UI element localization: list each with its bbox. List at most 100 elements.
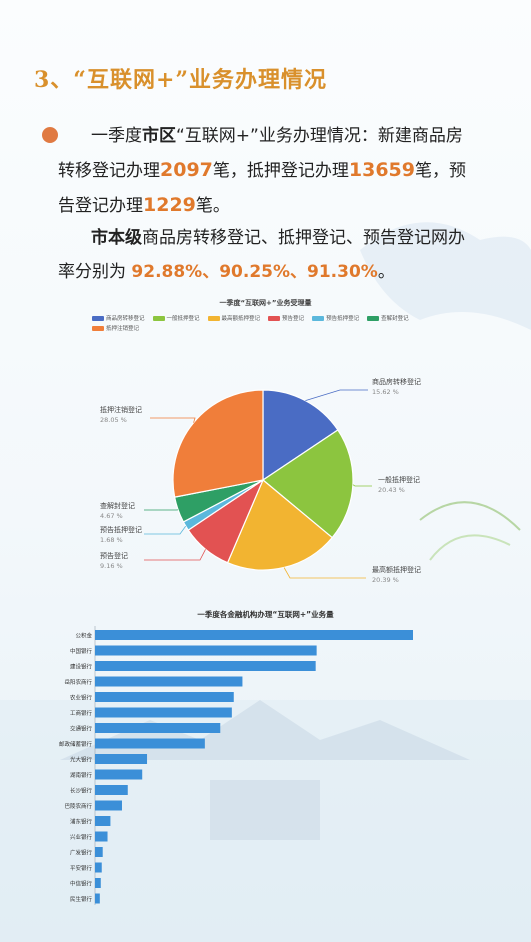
legend-label: 一般抵押登记 — [166, 316, 200, 322]
bar — [95, 661, 316, 671]
pie-slice-label: 一般抵押登记 — [378, 475, 420, 484]
legend-label: 抵押注销登记 — [106, 326, 140, 332]
legend-item: 最高额抵押登记 — [207, 314, 261, 322]
bar-chart: 公积金中国银行建设银行岳阳农商行农业银行工商银行交通银行邮政储蓄银行光大银行湖南… — [59, 626, 413, 905]
section-heading: 3、“互联网+”业务办理情况 — [34, 67, 328, 93]
bar — [95, 692, 234, 702]
pie-slice-value: 4.67 % — [100, 512, 123, 520]
number-mortgage: 13659 — [348, 159, 415, 181]
pie-slice — [261, 429, 354, 539]
pie-leader-line — [283, 567, 366, 579]
legend-item: 一般抵押登记 — [152, 314, 200, 322]
paragraph-city-stats: 一季度市区“互联网+”业务办理情况：新建商品房转移登记办理2097笔，抵押登记办… — [58, 119, 478, 223]
bar — [95, 862, 102, 873]
pie-slice-value: 15.62 % — [372, 388, 399, 396]
bar — [95, 630, 413, 640]
pie-slice — [172, 389, 264, 498]
pie-slice-value: 20.43 % — [378, 486, 405, 494]
bar — [95, 707, 232, 718]
legend-item: 预告抵押登记 — [312, 314, 359, 322]
bar-category-label: 交通银行 — [70, 725, 93, 733]
bar-category-label: 工商银行 — [70, 709, 93, 717]
legend-item: 预告登记 — [268, 314, 304, 322]
legend-swatch — [312, 315, 325, 321]
text-region: 市区 — [142, 126, 176, 146]
bar — [95, 723, 221, 733]
text-mid3: 笔，预告登记办理 — [58, 161, 466, 216]
legend-label: 预告抵押登记 — [326, 316, 360, 322]
bar — [95, 769, 143, 780]
text-mid2: 笔，抵押登记办理 — [212, 161, 349, 181]
bar-category-label: 巴陵农商行 — [64, 802, 92, 810]
bar — [95, 738, 205, 749]
legend-swatch — [367, 315, 380, 321]
bar-category-label: 农业银行 — [70, 694, 93, 702]
rates-values: 92.88%、90.25%、91.30% — [131, 262, 378, 282]
text-rates-desc: 商品房转移登记、抵押登记、预告登记网办率分别为 — [58, 228, 465, 282]
bar — [95, 831, 108, 842]
bullet-dot — [42, 127, 58, 143]
bar-category-label: 建设银行 — [70, 663, 93, 671]
pie-slice-label: 查解封登记 — [100, 501, 135, 510]
pie-chart-title: 一季度“互联网+”业务受理量 — [219, 299, 312, 307]
pie-leader-line — [352, 484, 372, 487]
bar-category-label: 中信银行 — [70, 880, 93, 888]
bar — [95, 800, 122, 811]
text-city-level: 市本级 — [91, 228, 142, 248]
number-notice: 1229 — [143, 194, 196, 216]
legend-label: 商品房转移登记 — [106, 316, 145, 322]
bar — [95, 816, 111, 826]
pie-slice-value: 20.39 % — [372, 576, 399, 584]
pie-leader-line — [144, 549, 206, 561]
bar — [95, 754, 148, 764]
legend-swatch — [92, 315, 104, 321]
paragraph-online-rates: 市本级商品房转移登记、抵押登记、预告登记网办率分别为 92.88%、90.25%… — [58, 221, 478, 289]
legend-swatch — [207, 315, 220, 321]
bar-category-label: 中国银行 — [70, 647, 93, 655]
bar — [95, 676, 243, 687]
bar-category-label: 民生银行 — [70, 895, 93, 903]
bar-chart-title: 一季度各金融机构办理“互联网+”业务量 — [197, 610, 334, 619]
text-pre: 一季度 — [91, 126, 142, 146]
bar — [95, 847, 103, 857]
legend-swatch — [152, 315, 165, 321]
pie-leader-line — [305, 389, 368, 402]
legend-item: 商品房转移登记 — [92, 314, 145, 322]
legend-item: 查解封登记 — [367, 314, 409, 322]
legend-swatch — [268, 315, 281, 321]
legend-label: 查解封登记 — [381, 316, 409, 322]
bar-category-label: 光大银行 — [70, 756, 93, 764]
number-transfer: 2097 — [160, 159, 213, 181]
bar — [95, 893, 100, 904]
text-rates-end: 。 — [377, 262, 395, 282]
bar-category-label: 浦东银行 — [70, 818, 93, 826]
text-end: 笔。 — [195, 196, 230, 216]
bar-category-label: 广发银行 — [70, 849, 93, 857]
pie-leader-line — [144, 525, 187, 535]
pie-slice-value: 1.68 % — [100, 536, 123, 544]
bar — [95, 645, 317, 656]
bar-category-label: 兴业银行 — [70, 833, 93, 841]
bar — [95, 785, 128, 795]
pie-slice-label: 抵押注销登记 — [100, 405, 142, 414]
pie-slice-label: 预告抵押登记 — [100, 525, 142, 534]
pie-slice-value: 28.05 % — [100, 416, 127, 424]
bar — [95, 878, 101, 888]
bar-category-label: 公积金 — [75, 632, 92, 640]
bar-category-label: 平安银行 — [70, 864, 93, 872]
legend-swatch — [92, 325, 104, 331]
legend-label: 预告登记 — [282, 316, 305, 322]
bar-category-label: 邮政储蓄银行 — [59, 740, 93, 748]
pie-slice-label: 预告登记 — [100, 551, 128, 560]
legend-item: 抵押注销登记 — [92, 324, 139, 332]
pie-chart: 商品房转移登记 15.62 % 一般抵押登记 20.43 % 最高额抵押登记 20.39 … — [100, 377, 421, 584]
pie-leader-line — [150, 417, 196, 423]
pie-legend: 商品房转移登记 一般抵押登记 最高额抵押登记 预告登记 预告抵押登记 查解封登记抵押注销登… — [92, 314, 452, 332]
legend-label: 最高额抵押登记 — [221, 316, 261, 322]
pie-slice-value: 9.16 % — [100, 562, 123, 570]
bar-category-label: 长沙银行 — [70, 787, 93, 795]
text-mid1: “互联网+”业务办理情况：新建商品房转移登记办理 — [58, 126, 463, 181]
pie-slice-label: 最高额抵押登记 — [372, 565, 421, 574]
bar-category-label: 湖南银行 — [70, 771, 93, 779]
pie-slice-label: 商品房转移登记 — [372, 377, 421, 386]
